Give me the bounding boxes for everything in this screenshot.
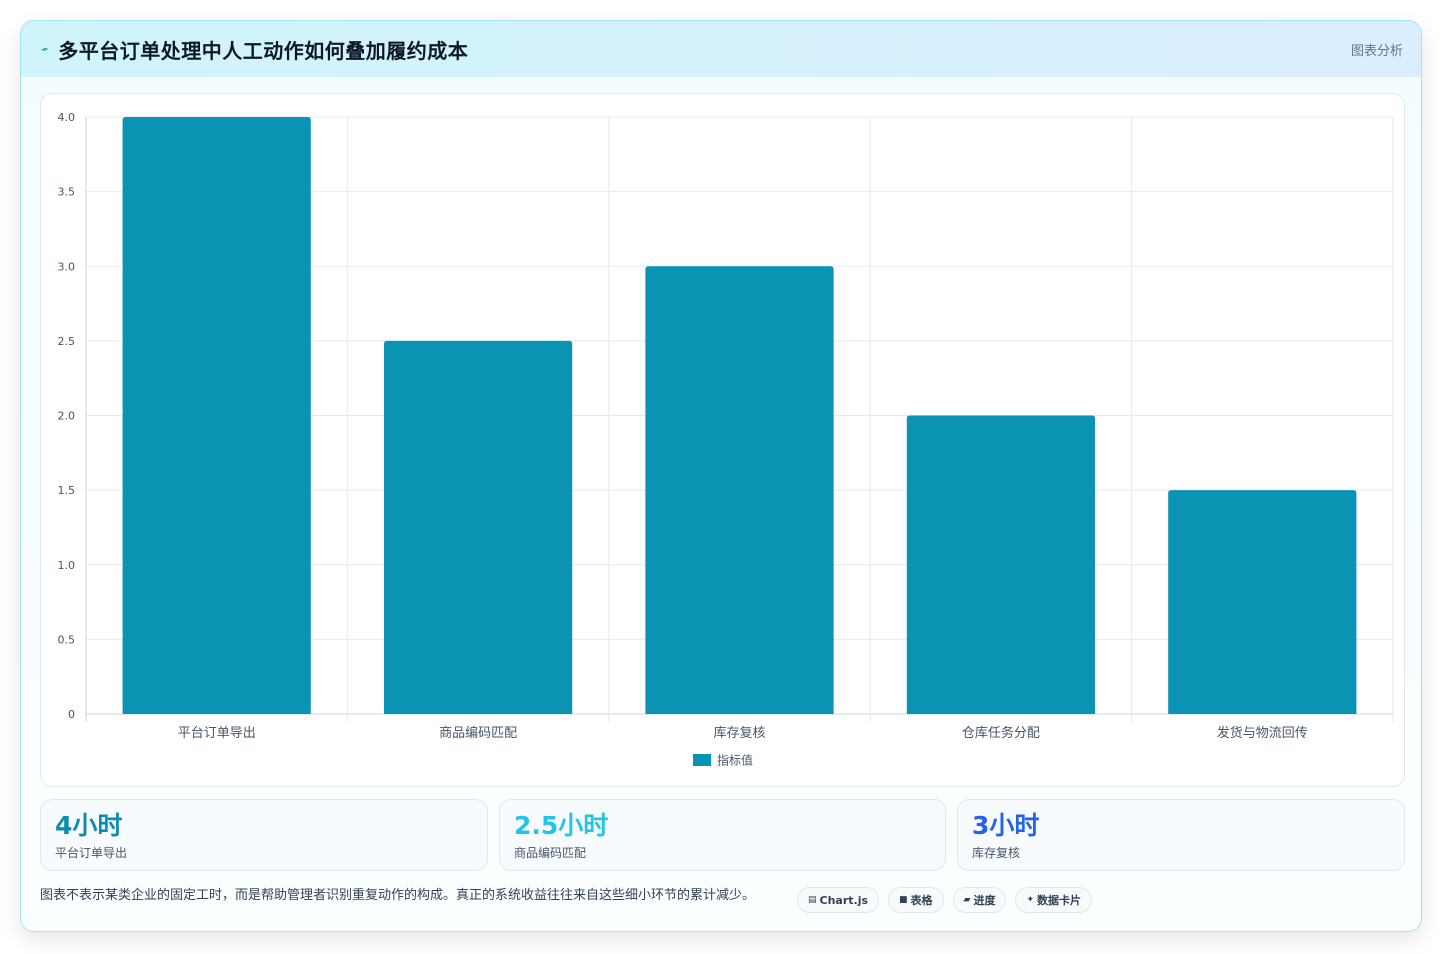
y-tick-label: 0: [68, 708, 75, 721]
chart-icon: ▤: [808, 895, 817, 905]
bar: [383, 340, 573, 714]
chip-chartjs[interactable]: ▤ Chart.js: [797, 887, 880, 913]
chip-label: 数据卡片: [1037, 894, 1082, 907]
chip-progress[interactable]: ▰ 进度: [952, 887, 1007, 913]
bar: [122, 117, 311, 714]
y-tick-label: 1.0: [58, 559, 76, 572]
kpi-value: 3小时: [972, 811, 1040, 840]
bar: [1168, 490, 1357, 714]
footnote: 图表不表示某类企业的固定工时，而是帮助管理者识别重复动作的构成。真正的系统收益往…: [40, 888, 756, 903]
header-tag: 图表分析: [1350, 43, 1403, 59]
kpi-label: 商品编码匹配: [514, 846, 587, 860]
kpi-value: 2.5小时: [514, 811, 609, 840]
chip-label: 进度: [973, 894, 996, 907]
chip-table[interactable]: ■ 表格: [888, 887, 944, 913]
x-tick-label: 发货与物流回传: [1217, 725, 1308, 741]
chip-label: Chart.js: [819, 893, 869, 907]
y-tick-label: 4.0: [58, 111, 76, 124]
x-tick-label: 商品编码匹配: [439, 726, 517, 741]
progress-icon: ▰: [963, 895, 971, 905]
chip-list: ▤ Chart.js ■ 表格 ▰ 进度 ✦ 数据卡片: [797, 887, 1093, 913]
chart-line-icon: ⌁: [38, 41, 51, 57]
page-title: 多平台订单处理中人工动作如何叠加履约成本: [58, 38, 469, 63]
y-tick-label: 3.0: [58, 260, 76, 273]
x-tick-label: 库存复核: [713, 725, 765, 741]
y-tick-label: 2.0: [58, 410, 76, 423]
kpi-label: 库存复核: [972, 846, 1021, 860]
bar: [906, 415, 1096, 714]
legend-label: 指标值: [717, 753, 753, 768]
chart-card: ⌁ 多平台订单处理中人工动作如何叠加履约成本 图表分析 0 0.5 1.0 1.5 2.…: [20, 20, 1422, 932]
card-header: ⌁ 多平台订单处理中人工动作如何叠加履约成本 图表分析: [21, 21, 1421, 77]
kpi-value: 4小时: [55, 811, 123, 840]
bar: [645, 266, 834, 714]
y-tick-label: 1.5: [58, 484, 76, 497]
chart-panel: 0 0.5 1.0 1.5 2.0 2.5 3.0 3.5 4.0 平台订单导出 商品编码匹配 库存复…: [40, 93, 1405, 787]
chip-label: 表格: [910, 894, 933, 907]
kpi-card: 4小时 平台订单导出: [40, 799, 488, 871]
kpi-card: 3小时 库存复核: [957, 799, 1405, 871]
kpi-label: 平台订单导出: [55, 846, 128, 860]
chip-data-card[interactable]: ✦ 数据卡片: [1015, 887, 1093, 913]
y-tick-label: 2.5: [58, 335, 76, 348]
legend-swatch: [693, 754, 711, 766]
kpi-card: 2.5小时 商品编码匹配: [499, 799, 946, 871]
bar-chart: 0 0.5 1.0 1.5 2.0 2.5 3.0 3.5 4.0 平台订单导出 商品编码匹配 库存复…: [58, 111, 1394, 768]
x-tick-label: 平台订单导出: [178, 726, 256, 741]
y-tick-label: 3.5: [58, 186, 76, 199]
table-icon: ■: [899, 895, 908, 905]
sparkle-icon: ✦: [1026, 895, 1035, 905]
y-tick-label: 0.5: [58, 633, 76, 646]
x-tick-label: 仓库任务分配: [962, 725, 1040, 741]
